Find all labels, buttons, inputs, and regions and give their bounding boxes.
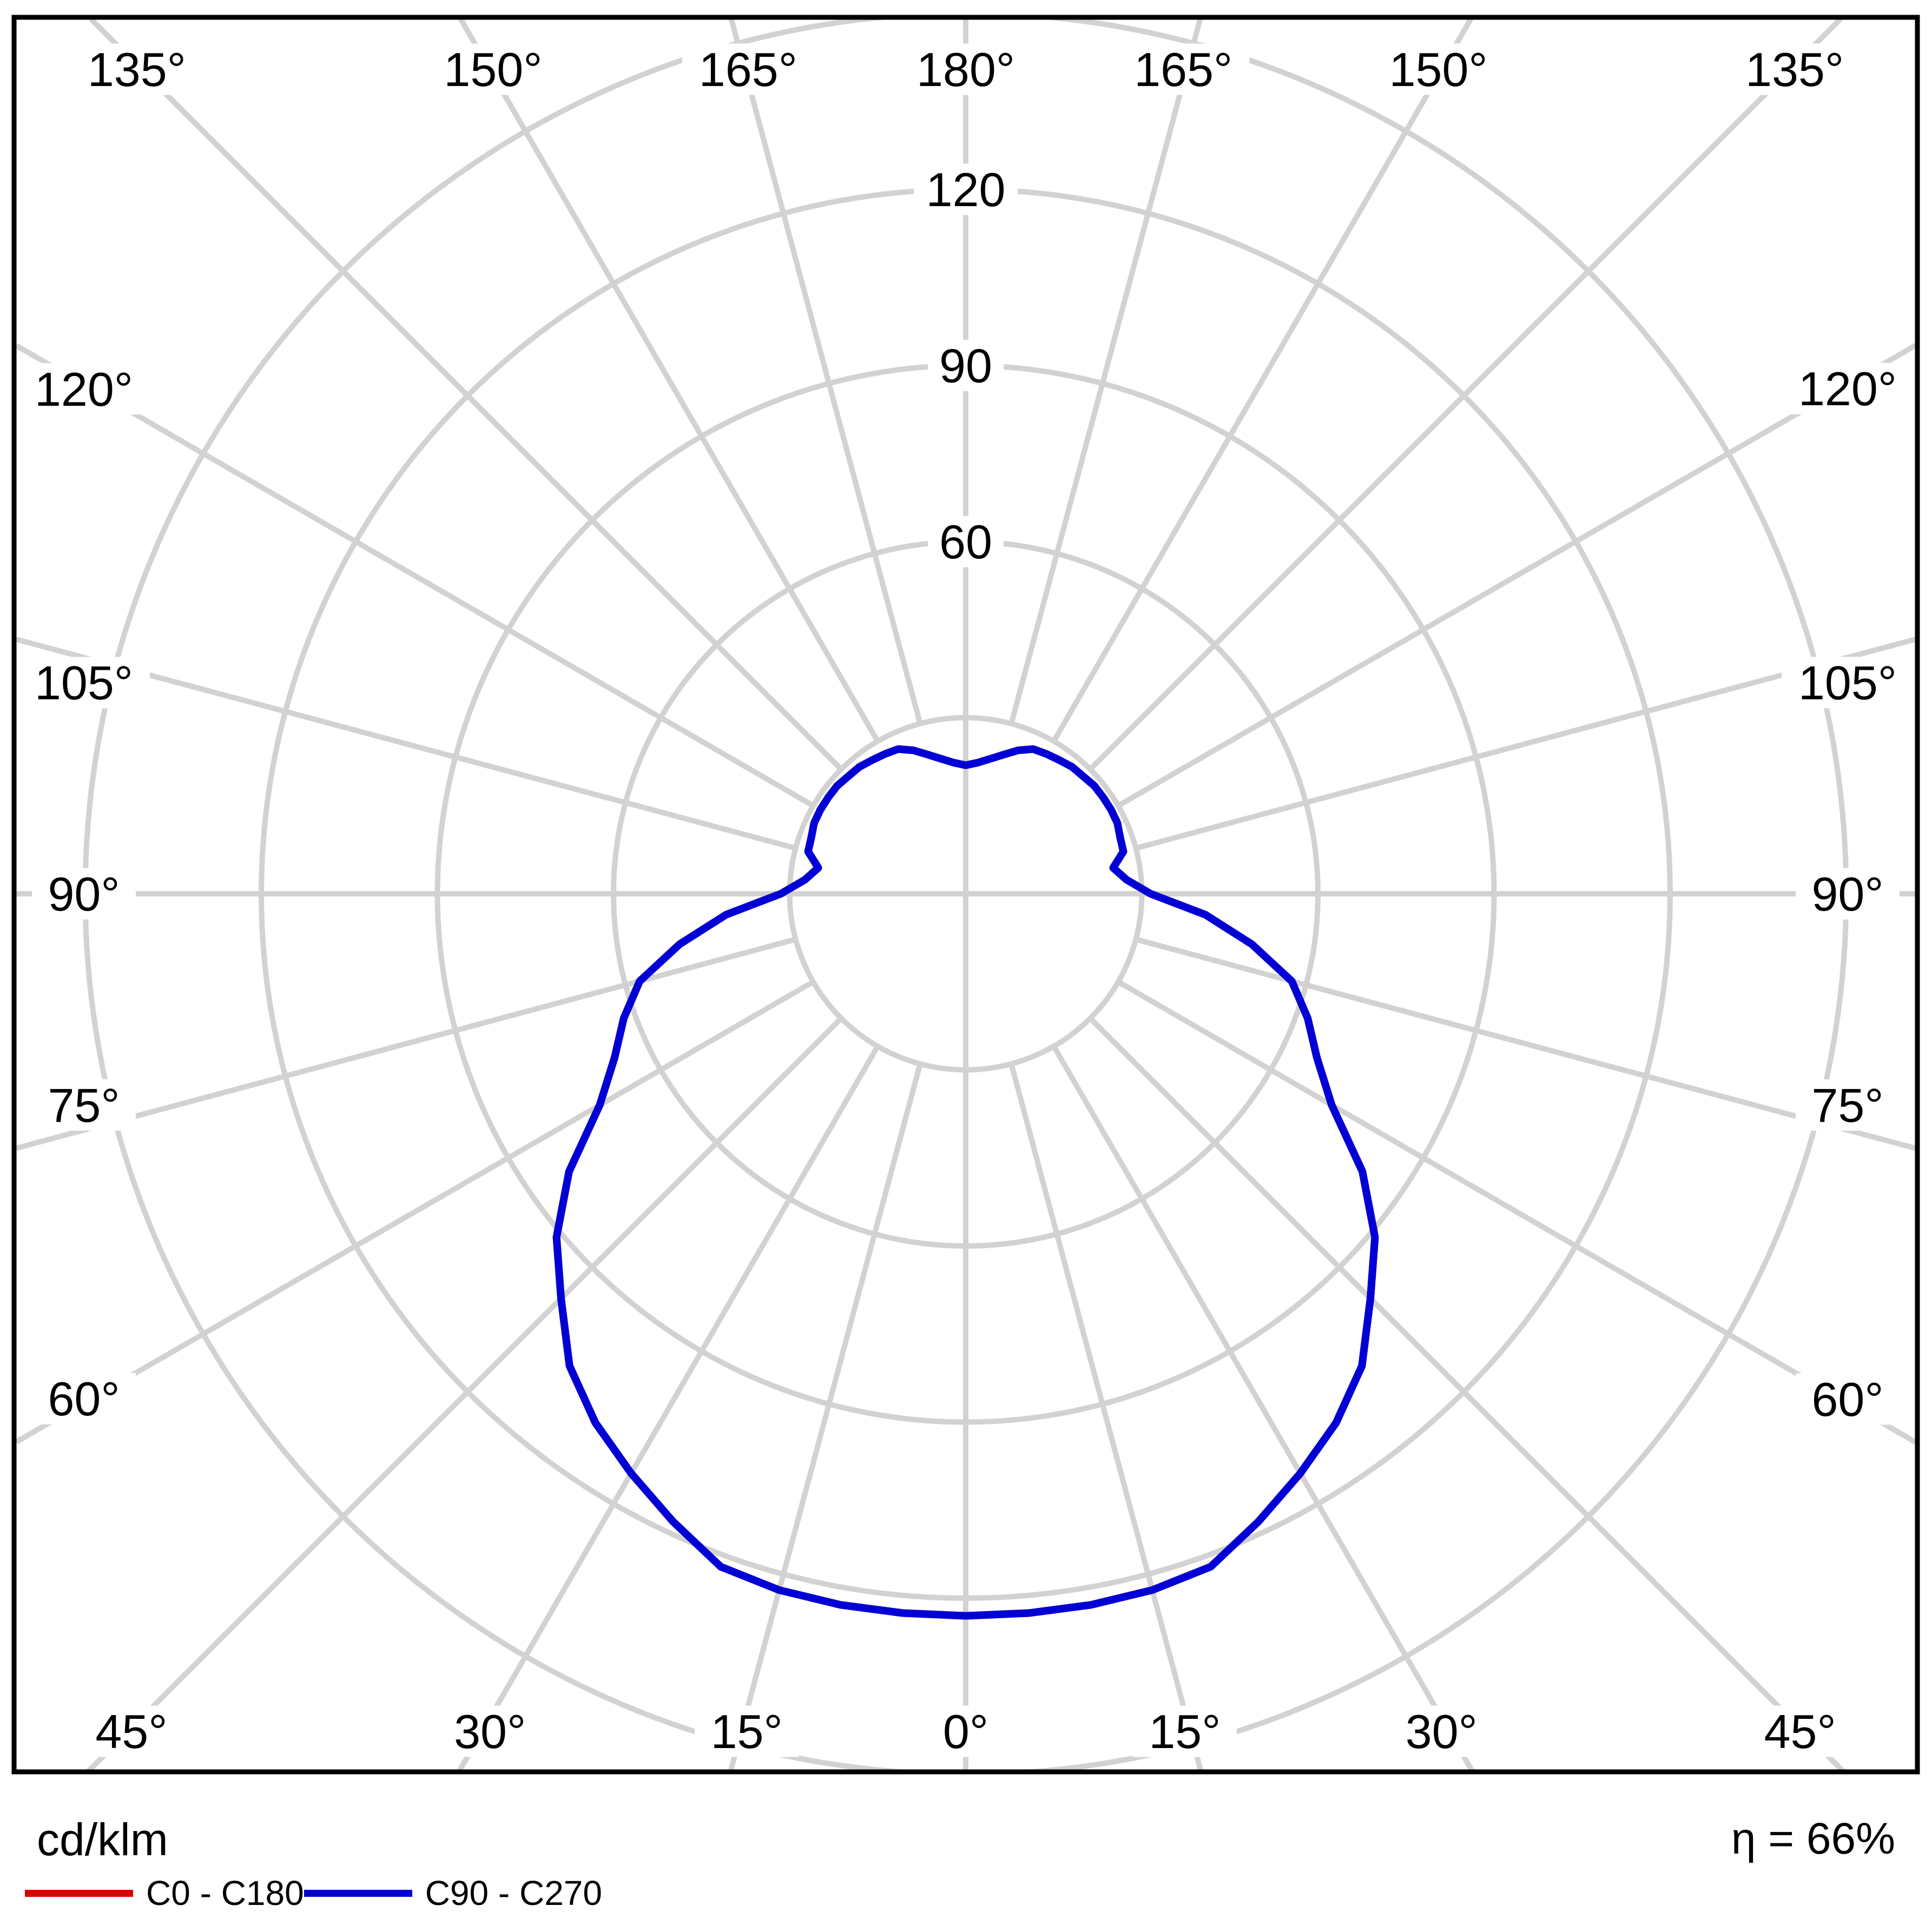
angle-label-120-right: 120°	[1798, 362, 1897, 416]
angle-label-90-right: 90°	[1811, 867, 1883, 921]
unit-label: cd/klm	[37, 1814, 168, 1865]
legend: C0 - C180 C90 - C270	[25, 1873, 602, 1913]
angle-label-15-left: 15°	[711, 1705, 783, 1758]
radial-tick-label-90: 90	[939, 339, 992, 393]
angle-label-15-right: 15°	[1149, 1705, 1221, 1758]
efficiency-label: η = 66%	[1731, 1814, 1895, 1863]
angle-label-45-right: 45°	[1764, 1705, 1836, 1758]
legend-key-c0-c180	[25, 1889, 133, 1897]
angle-label-105-right: 105°	[1798, 656, 1897, 709]
angle-label-135-left: 135°	[88, 43, 186, 96]
angle-label-75-left: 75°	[48, 1078, 120, 1132]
angle-label-75-right: 75°	[1811, 1079, 1883, 1132]
legend-key-c90-c270	[304, 1889, 412, 1897]
angle-label-0-left: 0°	[943, 1705, 988, 1758]
radial-tick-label-60: 60	[939, 515, 992, 569]
angle-label-150-right: 150°	[1389, 43, 1488, 96]
angle-label-150-left: 150°	[444, 43, 542, 96]
radial-tick-label-120: 120	[926, 163, 1006, 216]
angle-label-60-right: 60°	[1811, 1373, 1883, 1426]
angle-label-135-right: 135°	[1745, 43, 1844, 96]
angle-label-105-left: 105°	[35, 656, 133, 710]
angle-label-30-left: 30°	[454, 1705, 526, 1758]
angle-label-165-right: 165°	[1134, 43, 1232, 96]
legend-label-c0-c180: C0 - C180	[146, 1874, 304, 1913]
angle-label-90-left: 90°	[48, 867, 120, 921]
curve-C90-C270	[552, 745, 1379, 1620]
distribution-curves	[552, 745, 1379, 1620]
angle-label-60-left: 60°	[48, 1372, 120, 1426]
legend-label-c90-c270: C90 - C270	[425, 1874, 602, 1913]
angle-label-45-left: 45°	[95, 1705, 167, 1758]
angle-label-165-left: 165°	[699, 43, 797, 96]
plot-border	[11, 15, 1920, 1775]
polar-grid	[16, 19, 1916, 1774]
axis-labels: 0° 15° 15° 30° 30° 45° 45° 60° 60° 75° 75° 90° 90° 10…	[18, 43, 1914, 1758]
angle-label-30-right: 30°	[1406, 1705, 1478, 1758]
angle-label-180-left: 180°	[916, 43, 1015, 96]
angle-label-120-left: 120°	[35, 362, 133, 416]
